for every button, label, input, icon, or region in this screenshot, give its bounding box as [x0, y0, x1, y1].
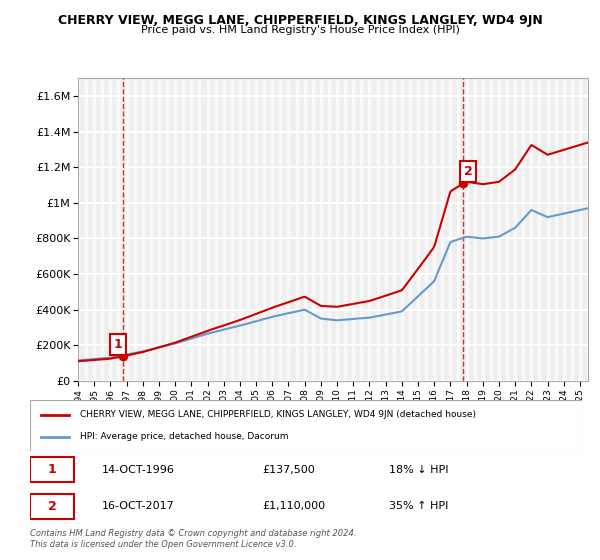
Text: 1: 1	[48, 463, 56, 476]
Text: £1,110,000: £1,110,000	[262, 501, 325, 511]
Text: Contains HM Land Registry data © Crown copyright and database right 2024.
This d: Contains HM Land Registry data © Crown c…	[30, 529, 356, 549]
Text: 1: 1	[114, 338, 122, 351]
Text: 14-OCT-1996: 14-OCT-1996	[102, 465, 175, 475]
Text: CHERRY VIEW, MEGG LANE, CHIPPERFIELD, KINGS LANGLEY, WD4 9JN (detached house): CHERRY VIEW, MEGG LANE, CHIPPERFIELD, KI…	[80, 410, 476, 419]
Text: 18% ↓ HPI: 18% ↓ HPI	[389, 465, 448, 475]
Text: 16-OCT-2017: 16-OCT-2017	[102, 501, 175, 511]
FancyBboxPatch shape	[30, 494, 74, 519]
Bar	[78, 78, 588, 381]
Text: HPI: Average price, detached house, Dacorum: HPI: Average price, detached house, Daco…	[80, 432, 288, 441]
FancyBboxPatch shape	[30, 458, 74, 482]
Text: Price paid vs. HM Land Registry's House Price Index (HPI): Price paid vs. HM Land Registry's House …	[140, 25, 460, 35]
Text: 35% ↑ HPI: 35% ↑ HPI	[389, 501, 448, 511]
Text: 2: 2	[48, 500, 56, 512]
FancyBboxPatch shape	[30, 400, 582, 451]
Text: £137,500: £137,500	[262, 465, 314, 475]
Text: CHERRY VIEW, MEGG LANE, CHIPPERFIELD, KINGS LANGLEY, WD4 9JN: CHERRY VIEW, MEGG LANE, CHIPPERFIELD, KI…	[58, 14, 542, 27]
Text: 2: 2	[464, 165, 472, 178]
